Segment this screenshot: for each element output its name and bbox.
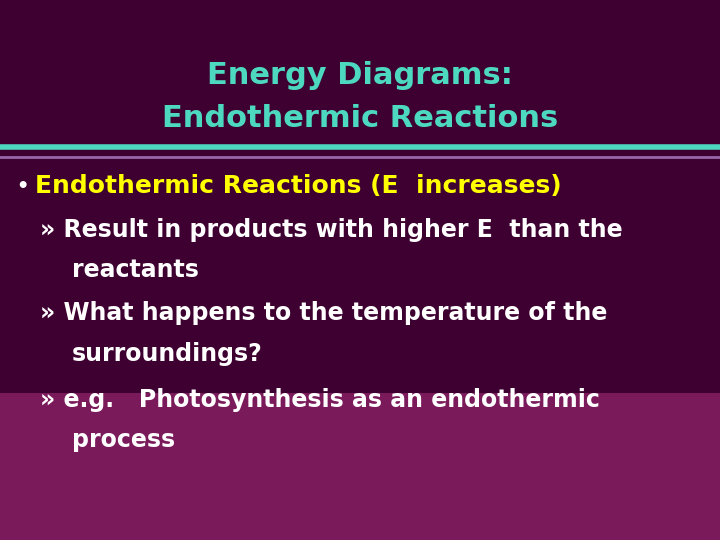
Text: reactants: reactants [72, 258, 199, 282]
Text: •: • [16, 177, 28, 196]
Text: » Result in products with higher E  than the: » Result in products with higher E than … [40, 218, 622, 241]
Text: surroundings?: surroundings? [72, 342, 263, 366]
Text: » e.g.   Photosynthesis as an endothermic: » e.g. Photosynthesis as an endothermic [40, 388, 600, 411]
FancyBboxPatch shape [0, 0, 720, 393]
FancyBboxPatch shape [0, 393, 720, 540]
FancyBboxPatch shape [0, 0, 720, 393]
Text: » What happens to the temperature of the: » What happens to the temperature of the [40, 301, 607, 325]
Text: Endothermic Reactions (E  increases): Endothermic Reactions (E increases) [35, 174, 561, 198]
Text: Endothermic Reactions: Endothermic Reactions [162, 104, 558, 133]
Text: process: process [72, 428, 175, 452]
Text: Energy Diagrams:: Energy Diagrams: [207, 61, 513, 90]
